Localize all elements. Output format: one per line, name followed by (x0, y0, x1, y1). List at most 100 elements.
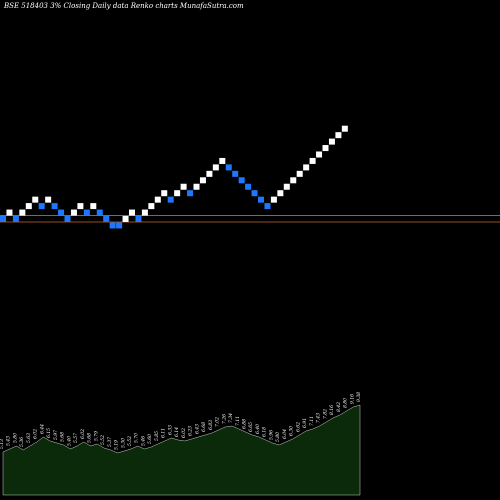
volume-value-label: 8.42 (336, 402, 342, 412)
volume-value-label: 5.79 (93, 431, 99, 441)
volume-panel: 5.13 5.43 5.80 5.36 5.63 6.02 6.44 6.15 5.97 5.68… (0, 392, 362, 496)
up-brick (90, 203, 97, 210)
down-brick (135, 216, 142, 222)
volume-value-label: 5.68 (87, 433, 93, 443)
up-brick (174, 190, 181, 197)
volume-value-label: 9.38 (356, 392, 362, 402)
volume-value-label: 5.46 (140, 436, 146, 446)
up-brick (193, 183, 200, 190)
volume-value-label: 6.88 (241, 419, 247, 429)
volume-value-label: 6.40 (255, 424, 261, 434)
up-brick (180, 183, 187, 190)
volume-value-label: 8.16 (329, 405, 335, 415)
up-brick (277, 190, 284, 197)
up-brick (290, 177, 297, 184)
volume-value-label: 7.82 (322, 409, 328, 419)
down-brick (225, 164, 232, 171)
down-brick (38, 203, 45, 210)
volume-value-label: 5.80 (12, 433, 18, 443)
volume-value-label: 5.30 (120, 438, 126, 448)
volume-value-label: 7.26 (221, 414, 227, 424)
up-brick (303, 164, 310, 171)
up-brick (32, 196, 39, 203)
volume-value-label: 6.04 (282, 429, 288, 439)
reference-lines (0, 215, 500, 223)
chart-title: BSE 518403 3% Closing Daily data Renko c… (3, 2, 244, 10)
down-brick (187, 190, 194, 197)
up-brick (199, 177, 206, 184)
up-brick (219, 157, 226, 164)
down-brick (96, 209, 103, 216)
up-brick (122, 216, 129, 222)
up-brick (206, 170, 213, 177)
down-brick (238, 177, 245, 184)
up-brick (141, 209, 148, 216)
down-brick (0, 216, 6, 222)
volume-value-label: 7.43 (316, 413, 322, 423)
up-brick (148, 203, 155, 210)
volume-value-label: 5.57 (73, 433, 79, 443)
volume-value-label: 6.33 (167, 425, 173, 435)
down-brick (51, 203, 58, 210)
volume-value-label: 6.02 (181, 428, 187, 438)
up-brick (296, 170, 303, 177)
up-brick (283, 183, 290, 190)
volume-value-label: 7.11 (309, 416, 315, 426)
down-brick (258, 196, 264, 203)
volume-value-label: 6.68 (201, 422, 207, 432)
volume-value-label: 6.91 (302, 418, 308, 428)
volume-value-label: 6.02 (80, 429, 86, 439)
volume-value-label: 7.34 (228, 413, 234, 423)
volume-value-label: 6.18 (262, 427, 268, 437)
up-brick (6, 209, 13, 216)
renko-bricks (0, 125, 348, 229)
volume-value-label: 5.96 (268, 430, 274, 440)
down-brick (116, 222, 123, 229)
volume-area (2, 404, 361, 496)
up-brick (341, 125, 348, 132)
up-brick (328, 138, 335, 145)
volume-value-label: 6.30 (289, 426, 295, 436)
down-brick (264, 203, 271, 210)
volume-value-label: 6.15 (46, 428, 52, 438)
up-brick (309, 157, 316, 164)
volume-value-label: 5.70 (134, 433, 140, 443)
volume-value-label: 5.85 (154, 431, 160, 441)
up-brick (77, 203, 84, 210)
volume-value-label: 5.36 (19, 437, 25, 447)
up-brick (270, 196, 277, 203)
down-brick (232, 170, 239, 177)
volume-value-label: 6.62 (295, 422, 301, 432)
down-brick (58, 209, 65, 216)
volume-value-label: 5.52 (100, 435, 106, 445)
up-brick (25, 203, 32, 210)
down-brick (83, 209, 90, 216)
volume-value-label: 5.60 (147, 434, 153, 444)
volume-value-label: 8.80 (343, 398, 349, 408)
volume-value-label: 5.52 (127, 436, 133, 446)
up-brick (45, 196, 52, 203)
volume-value-label: 5.13 (0, 439, 5, 449)
down-brick (12, 216, 19, 222)
volume-value-label: 5.37 (107, 437, 113, 447)
up-brick (70, 209, 77, 216)
volume-value-label: 5.63 (26, 433, 32, 443)
up-brick (212, 164, 219, 171)
volume-value-label: 7.02 (215, 417, 221, 427)
volume-value-label: 7.11 (235, 416, 241, 426)
volume-value-label: 6.43 (194, 424, 200, 434)
down-brick (245, 183, 252, 190)
volume-value-label: 5.80 (275, 432, 281, 442)
up-brick (316, 151, 323, 158)
volume-value-label: 6.02 (33, 429, 39, 439)
up-brick (161, 190, 168, 197)
down-brick (109, 222, 116, 229)
up-brick (129, 209, 135, 216)
volume-value-label: 5.43 (6, 436, 12, 446)
volume-value-label: 5.97 (53, 430, 59, 440)
volume-value-label: 9.16 (349, 394, 355, 404)
volume-value-label: 6.11 (161, 428, 167, 438)
volume-value-label: 6.14 (174, 427, 180, 437)
